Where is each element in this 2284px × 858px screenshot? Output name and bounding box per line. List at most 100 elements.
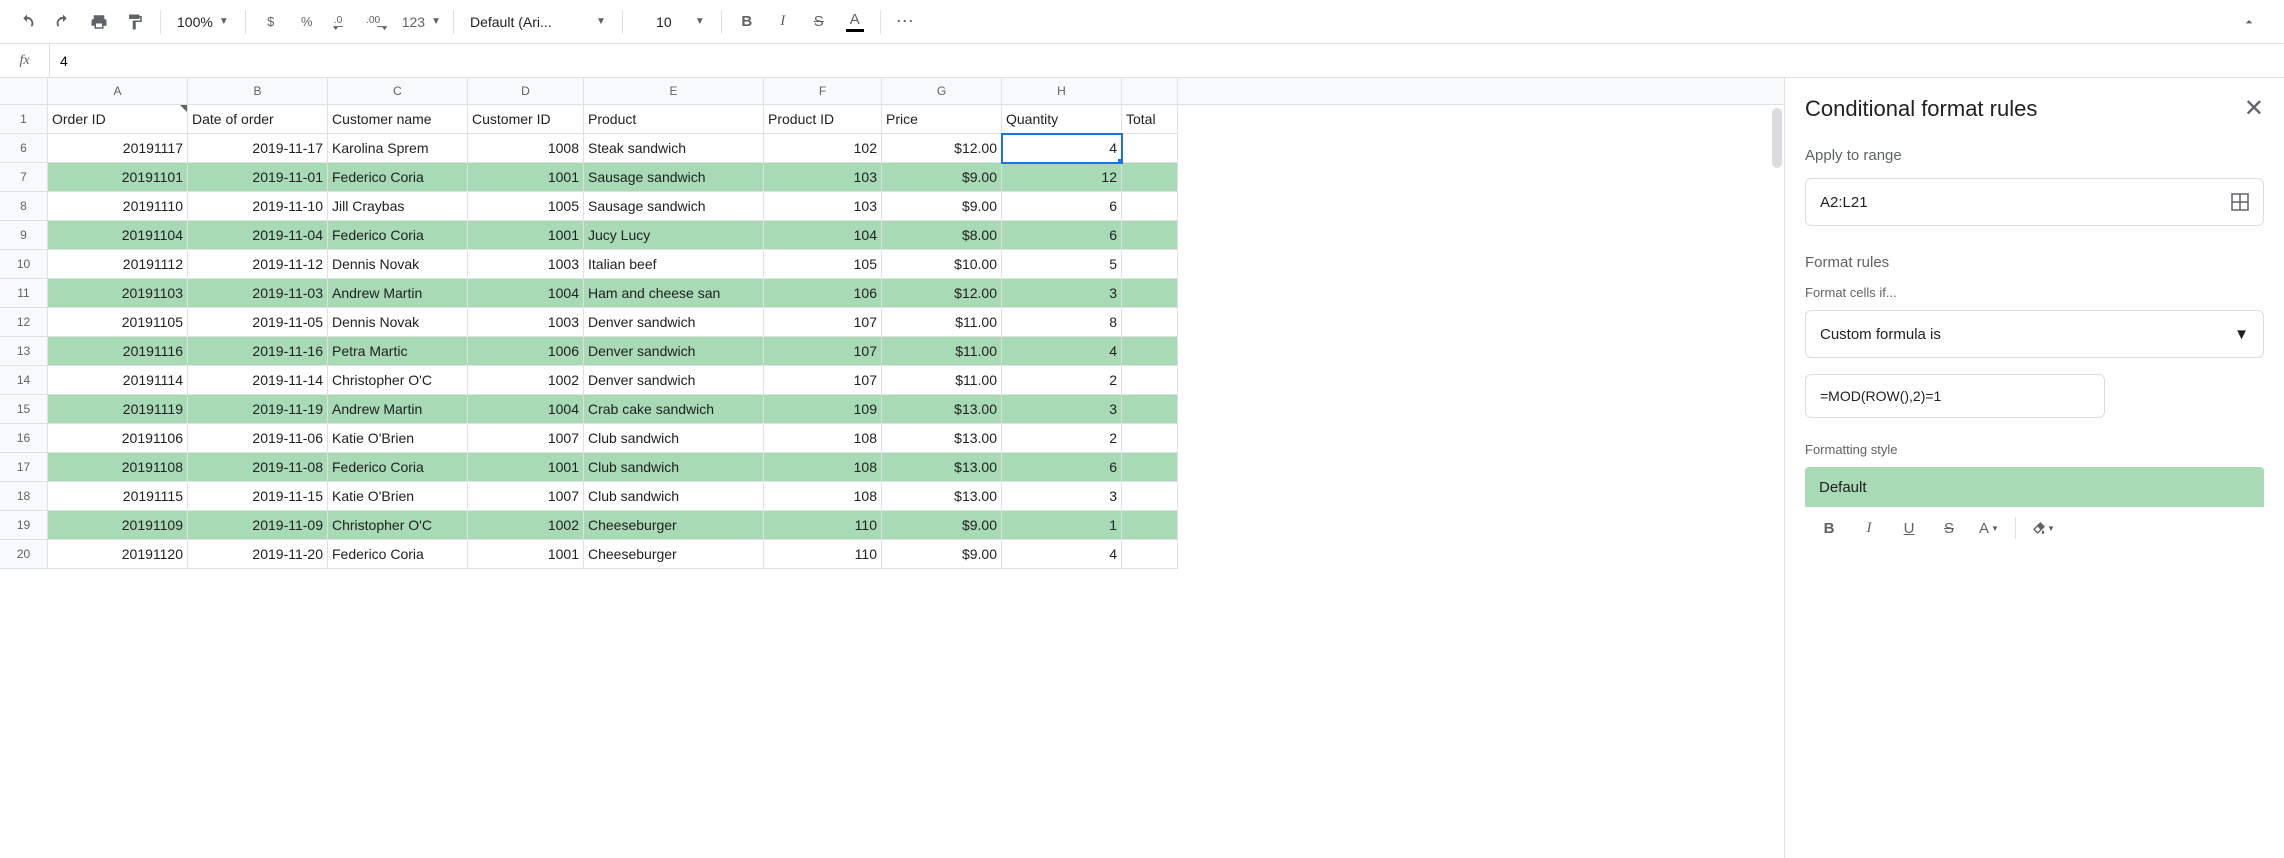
col-header-F[interactable]: F xyxy=(764,78,882,104)
data-cell[interactable]: 2019-11-04 xyxy=(188,221,328,250)
paint-format-button[interactable] xyxy=(118,5,152,39)
row-header[interactable]: 7 xyxy=(0,163,48,192)
data-cell[interactable]: 1008 xyxy=(468,134,584,163)
data-cell[interactable]: Federico Coria xyxy=(328,163,468,192)
data-cell[interactable]: 20191112 xyxy=(48,250,188,279)
data-cell[interactable]: 108 xyxy=(764,424,882,453)
scrollbar-thumb[interactable] xyxy=(1772,108,1782,168)
row-header[interactable]: 19 xyxy=(0,511,48,540)
data-cell[interactable] xyxy=(1122,337,1178,366)
default-style-preview[interactable]: Default xyxy=(1805,467,2264,507)
underline-button[interactable]: U xyxy=(1891,512,1927,544)
data-cell[interactable]: Ham and cheese san xyxy=(584,279,764,308)
row-header[interactable]: 13 xyxy=(0,337,48,366)
data-cell[interactable] xyxy=(1122,366,1178,395)
col-header-D[interactable]: D xyxy=(468,78,584,104)
data-cell[interactable]: 1006 xyxy=(468,337,584,366)
data-cell[interactable]: 3 xyxy=(1002,395,1122,424)
data-cell[interactable]: 2019-11-05 xyxy=(188,308,328,337)
data-cell[interactable]: 20191105 xyxy=(48,308,188,337)
data-cell[interactable]: 2019-11-12 xyxy=(188,250,328,279)
data-cell[interactable]: 1004 xyxy=(468,395,584,424)
data-cell[interactable]: $12.00 xyxy=(882,134,1002,163)
increase-decimal-button[interactable]: .00 xyxy=(362,5,396,39)
data-cell[interactable]: 20191114 xyxy=(48,366,188,395)
data-cell[interactable]: Denver sandwich xyxy=(584,308,764,337)
data-cell[interactable]: 1004 xyxy=(468,279,584,308)
data-cell[interactable] xyxy=(1122,192,1178,221)
data-cell[interactable]: Dennis Novak xyxy=(328,250,468,279)
row-header[interactable]: 6 xyxy=(0,134,48,163)
data-cell[interactable]: Sausage sandwich xyxy=(584,192,764,221)
data-cell[interactable]: 1002 xyxy=(468,366,584,395)
data-cell[interactable]: 2019-11-08 xyxy=(188,453,328,482)
header-cell[interactable]: Quantity xyxy=(1002,105,1122,134)
data-cell[interactable]: 2 xyxy=(1002,366,1122,395)
data-cell[interactable]: 107 xyxy=(764,366,882,395)
undo-button[interactable] xyxy=(10,5,44,39)
italic-button[interactable]: I xyxy=(1851,512,1887,544)
text-color-button[interactable]: A xyxy=(838,5,872,39)
data-cell[interactable]: $9.00 xyxy=(882,163,1002,192)
data-cell[interactable]: 1 xyxy=(1002,511,1122,540)
data-cell[interactable]: 2019-11-16 xyxy=(188,337,328,366)
collapse-toolbar-button[interactable] xyxy=(2232,5,2266,39)
col-header-C[interactable]: C xyxy=(328,78,468,104)
col-header-B[interactable]: B xyxy=(188,78,328,104)
col-header-H[interactable]: H xyxy=(1002,78,1122,104)
text-color-button[interactable]: A▼ xyxy=(1971,512,2007,544)
data-cell[interactable]: 105 xyxy=(764,250,882,279)
data-cell[interactable]: 2019-11-01 xyxy=(188,163,328,192)
data-cell[interactable]: 1007 xyxy=(468,482,584,511)
data-cell[interactable]: 2019-11-15 xyxy=(188,482,328,511)
header-cell[interactable]: Price xyxy=(882,105,1002,134)
data-cell[interactable] xyxy=(1122,221,1178,250)
data-cell[interactable]: Federico Coria xyxy=(328,540,468,569)
row-header[interactable]: 14 xyxy=(0,366,48,395)
data-cell[interactable]: 110 xyxy=(764,540,882,569)
data-cell[interactable]: $12.00 xyxy=(882,279,1002,308)
data-cell[interactable]: Club sandwich xyxy=(584,453,764,482)
data-cell[interactable]: $11.00 xyxy=(882,366,1002,395)
data-cell[interactable]: 20191108 xyxy=(48,453,188,482)
data-cell[interactable] xyxy=(1122,163,1178,192)
data-cell[interactable]: 5 xyxy=(1002,250,1122,279)
data-cell[interactable]: 107 xyxy=(764,337,882,366)
data-cell[interactable]: $11.00 xyxy=(882,337,1002,366)
data-cell[interactable]: 1003 xyxy=(468,308,584,337)
strikethrough-button[interactable]: S xyxy=(802,5,836,39)
close-sidebar-button[interactable]: ✕ xyxy=(2244,94,2264,123)
data-cell[interactable]: $9.00 xyxy=(882,511,1002,540)
data-cell[interactable]: 6 xyxy=(1002,192,1122,221)
data-cell[interactable]: Christopher O'C xyxy=(328,366,468,395)
data-cell[interactable]: Steak sandwich xyxy=(584,134,764,163)
data-cell[interactable]: $13.00 xyxy=(882,482,1002,511)
data-cell[interactable]: 4 xyxy=(1002,134,1122,163)
number-format-dropdown[interactable]: 123▼ xyxy=(398,5,445,39)
data-cell[interactable]: 108 xyxy=(764,482,882,511)
data-cell[interactable]: 20191106 xyxy=(48,424,188,453)
bold-button[interactable]: B xyxy=(730,5,764,39)
data-cell[interactable]: 102 xyxy=(764,134,882,163)
data-cell[interactable]: 20191116 xyxy=(48,337,188,366)
data-cell[interactable]: 2019-11-03 xyxy=(188,279,328,308)
data-cell[interactable]: $13.00 xyxy=(882,424,1002,453)
data-cell[interactable]: Sausage sandwich xyxy=(584,163,764,192)
data-cell[interactable] xyxy=(1122,134,1178,163)
data-cell[interactable]: 1003 xyxy=(468,250,584,279)
col-header-G[interactable]: G xyxy=(882,78,1002,104)
row-header[interactable]: 17 xyxy=(0,453,48,482)
data-cell[interactable]: $9.00 xyxy=(882,192,1002,221)
data-cell[interactable]: 3 xyxy=(1002,482,1122,511)
data-cell[interactable]: 3 xyxy=(1002,279,1122,308)
data-cell[interactable]: 20191120 xyxy=(48,540,188,569)
data-cell[interactable]: 107 xyxy=(764,308,882,337)
bold-button[interactable]: B xyxy=(1811,512,1847,544)
row-header[interactable]: 11 xyxy=(0,279,48,308)
data-cell[interactable]: 103 xyxy=(764,192,882,221)
data-cell[interactable]: 20191117 xyxy=(48,134,188,163)
data-cell[interactable]: Andrew Martin xyxy=(328,395,468,424)
data-cell[interactable]: 20191119 xyxy=(48,395,188,424)
data-cell[interactable]: 4 xyxy=(1002,337,1122,366)
data-cell[interactable]: Katie O'Brien xyxy=(328,482,468,511)
